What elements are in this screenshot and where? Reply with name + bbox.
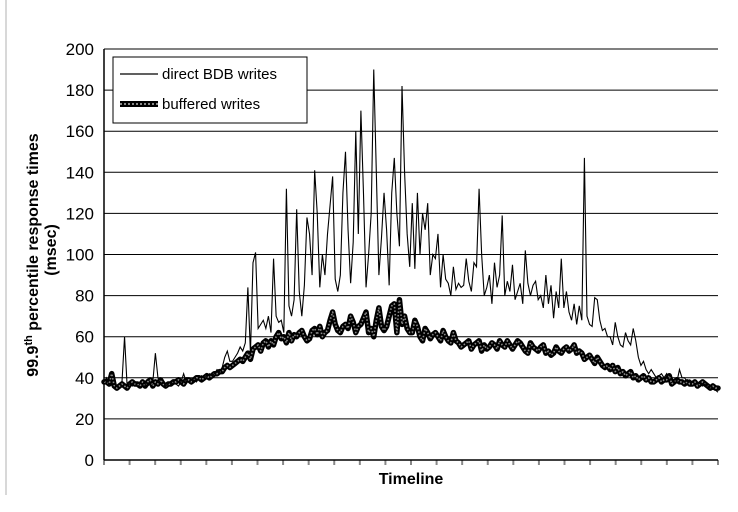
- y-tick-labels: 0 20 40 60 80 100 120 140 160 180 200: [66, 40, 94, 470]
- legend-box: [112, 56, 308, 124]
- legend-label-buffered: buffered writes: [162, 96, 260, 113]
- y-axis-title-sup: th: [23, 335, 35, 346]
- y-tick-label: 80: [75, 287, 94, 306]
- y-axis-title: 99.9th percentile response times: [23, 133, 42, 376]
- y-axis-title-pre: 99.9: [25, 345, 42, 376]
- series-line-buffered-writes-texture: [104, 298, 718, 389]
- y-tick-label: 40: [75, 369, 94, 388]
- x-axis-title: Timeline: [379, 471, 444, 488]
- y-tick-label: 140: [66, 163, 94, 182]
- y-tick-label: 120: [66, 204, 94, 223]
- y-tick-label: 180: [66, 81, 94, 100]
- legend: direct BDB writes buffered writes: [112, 56, 308, 124]
- y-tick-label: 60: [75, 328, 94, 347]
- x-tick-marks: [103, 460, 719, 465]
- series-line-direct-bdb-writes: [103, 69, 719, 393]
- y-tick-label: 100: [66, 246, 94, 265]
- y-axis-title-line2: (msec): [43, 224, 60, 276]
- series-layer: [101, 69, 721, 393]
- y-axis-title-post: percentile response times: [25, 133, 42, 335]
- y-tick-label: 20: [75, 410, 94, 429]
- y-tick-label: 0: [85, 451, 94, 470]
- legend-label-direct: direct BDB writes: [162, 66, 277, 83]
- y-tick-label: 200: [66, 40, 94, 59]
- y-tick-label: 160: [66, 122, 94, 141]
